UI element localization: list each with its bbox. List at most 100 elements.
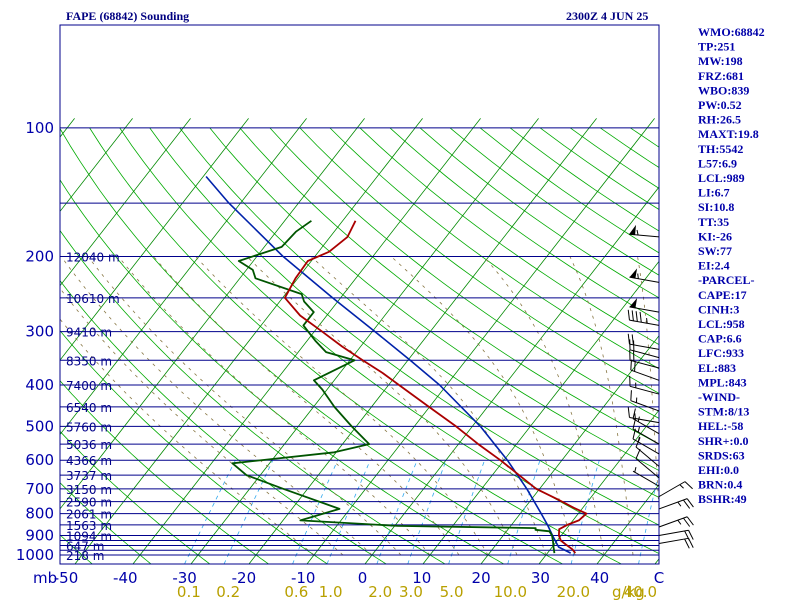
index-entry: CAP:6.6 [698,332,742,346]
dry-adiabat [60,127,563,564]
wind-barb [632,408,660,435]
pressure-label: 900 [25,526,54,544]
pressure-label: 800 [25,505,54,523]
wind-barb-feather [627,333,630,345]
pressure-label: 400 [25,376,54,394]
index-entry: L57:6.9 [698,156,737,170]
index-entry: TP:251 [698,40,735,54]
isotherm [74,118,423,564]
temperature-tick-label: 20 [472,569,491,587]
wind-barb-staff [629,319,660,326]
height-label: 2061 m [66,508,112,522]
wind-barb [627,309,660,326]
index-entry: BSHR:49 [698,492,747,506]
wind-barb-feather [688,538,694,548]
index-entry: STM:8/13 [698,405,749,419]
pressure-label: 300 [25,323,54,341]
wind-barb-staff [658,481,686,498]
mixing-ratio-unit-label: g/kg [612,583,645,600]
dry-adiabat [359,127,659,346]
temperature-tick-label: -40 [113,569,138,587]
wind-barb-feather [635,437,641,448]
dry-adiabat [239,127,659,445]
wind-barb [635,448,660,479]
mixing-ratio-label: 10.0 [494,583,527,600]
isotherm [0,118,17,564]
wind-barb-feather [630,390,632,401]
index-entry: MPL:843 [698,375,747,389]
wind-barb-feather [635,448,641,459]
index-entry: FRZ:681 [698,69,744,83]
index-entry: PW:0.52 [698,98,742,112]
index-entry: HEL:-58 [698,419,743,433]
dry-adiabat [60,482,152,564]
wind-barb-half-feather [677,519,682,525]
moist-adiabat [246,256,518,556]
mixing-ratio-label: 1.0 [319,583,343,600]
index-entry: LI:6.7 [698,186,730,200]
pressure-label: 500 [25,417,54,435]
mixing-ratio-label: 0.2 [216,583,240,600]
dry-adiabat [751,128,800,564]
index-entry: SI:10.8 [698,200,734,214]
wind-barb-feather [627,309,630,321]
mixing-ratio-line [223,460,274,564]
wind-barb [630,359,660,381]
dry-adiabat [179,127,659,498]
moist-adiabat [195,256,489,556]
index-entry: LFC:933 [698,346,744,360]
wind-barb-feather [639,311,642,323]
wind-barb-feather [684,481,693,490]
isotherm [422,260,659,564]
dewpoint-trace [231,220,556,554]
wind-barb [630,390,660,412]
height-label: 3150 m [66,483,112,497]
wind-barb-half-feather [679,484,684,489]
wind-barb-half-feather [637,426,640,433]
wind-barb-half-feather [637,273,639,279]
temperature-tick-label: 0 [358,569,368,587]
wind-barb [629,375,660,395]
wind-barb-half-feather [637,416,640,422]
height-label: 8350 m [66,354,112,368]
wind-barb-staff [630,369,660,381]
mixing-ratio-label: 5.0 [440,583,464,600]
dry-adiabat [60,329,328,564]
wind-barb [658,481,693,498]
dry-adiabat [119,127,659,554]
wind-barb-feather [632,418,636,430]
chart-title: FAPE (68842) Sounding [66,9,189,23]
mixing-ratio-label: 40.0 [624,583,657,600]
dry-adiabat [389,127,659,322]
wind-barb [658,516,694,528]
index-entry: CAPE:17 [698,288,747,302]
wind-barb-half-feather [634,466,637,473]
temperature-tick-label: -50 [54,569,79,587]
moist-adiabat [60,318,315,556]
wind-barb-staff [658,498,688,510]
wind-barb-staff [629,416,660,424]
index-entry: EHI:0.0 [698,463,739,477]
wind-barb-feather [688,530,694,540]
height-label: 3737 m [66,469,112,483]
index-entry: TH:5542 [698,142,743,156]
mixing-ratio-line [292,460,338,564]
height-label: 6540 m [66,401,112,415]
dry-adiabat [149,127,659,526]
wind-barb [629,339,660,359]
wind-barb [627,407,660,424]
isotherm [60,118,365,510]
wind-barb [658,537,694,549]
temperature-tick-label: -20 [232,569,257,587]
mixing-ratio-line [326,460,371,564]
index-entry: LCL:989 [698,171,745,185]
wind-barb-feather [631,310,634,321]
wind-barb [632,466,660,487]
temperature-tick-label: 40 [590,569,609,587]
wind-barb [629,268,660,283]
temperature-tick-label: 10 [412,569,431,587]
isotherm [60,118,307,436]
